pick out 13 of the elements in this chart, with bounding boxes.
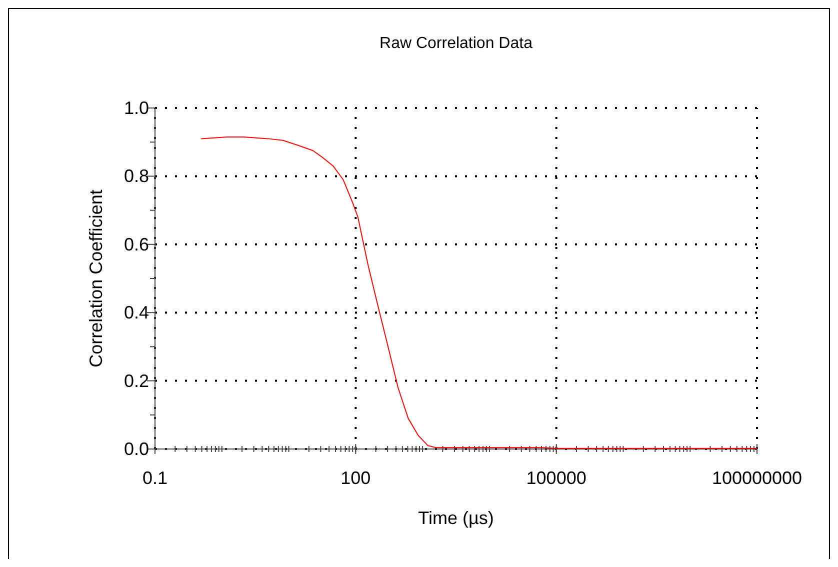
y-tick-label: 0.6	[124, 234, 149, 254]
x-tick-label: 0.1	[142, 468, 168, 488]
chart-title: Raw Correlation Data	[380, 35, 533, 52]
y-tick-label: 0.0	[124, 439, 149, 459]
x-tick-label: 100000000	[712, 468, 802, 488]
x-tick-label: 100000	[526, 468, 586, 488]
y-tick-label: 1.0	[124, 98, 149, 118]
y-tick-label: 0.8	[124, 166, 149, 186]
x-axis-title: Time (µs)	[418, 508, 494, 528]
y-tick-label: 0.2	[124, 370, 149, 391]
x-tick-label: 100	[340, 468, 371, 488]
y-tick-label: 0.4	[124, 302, 149, 323]
y-axis-title: Correlation Coefficient	[86, 190, 106, 368]
